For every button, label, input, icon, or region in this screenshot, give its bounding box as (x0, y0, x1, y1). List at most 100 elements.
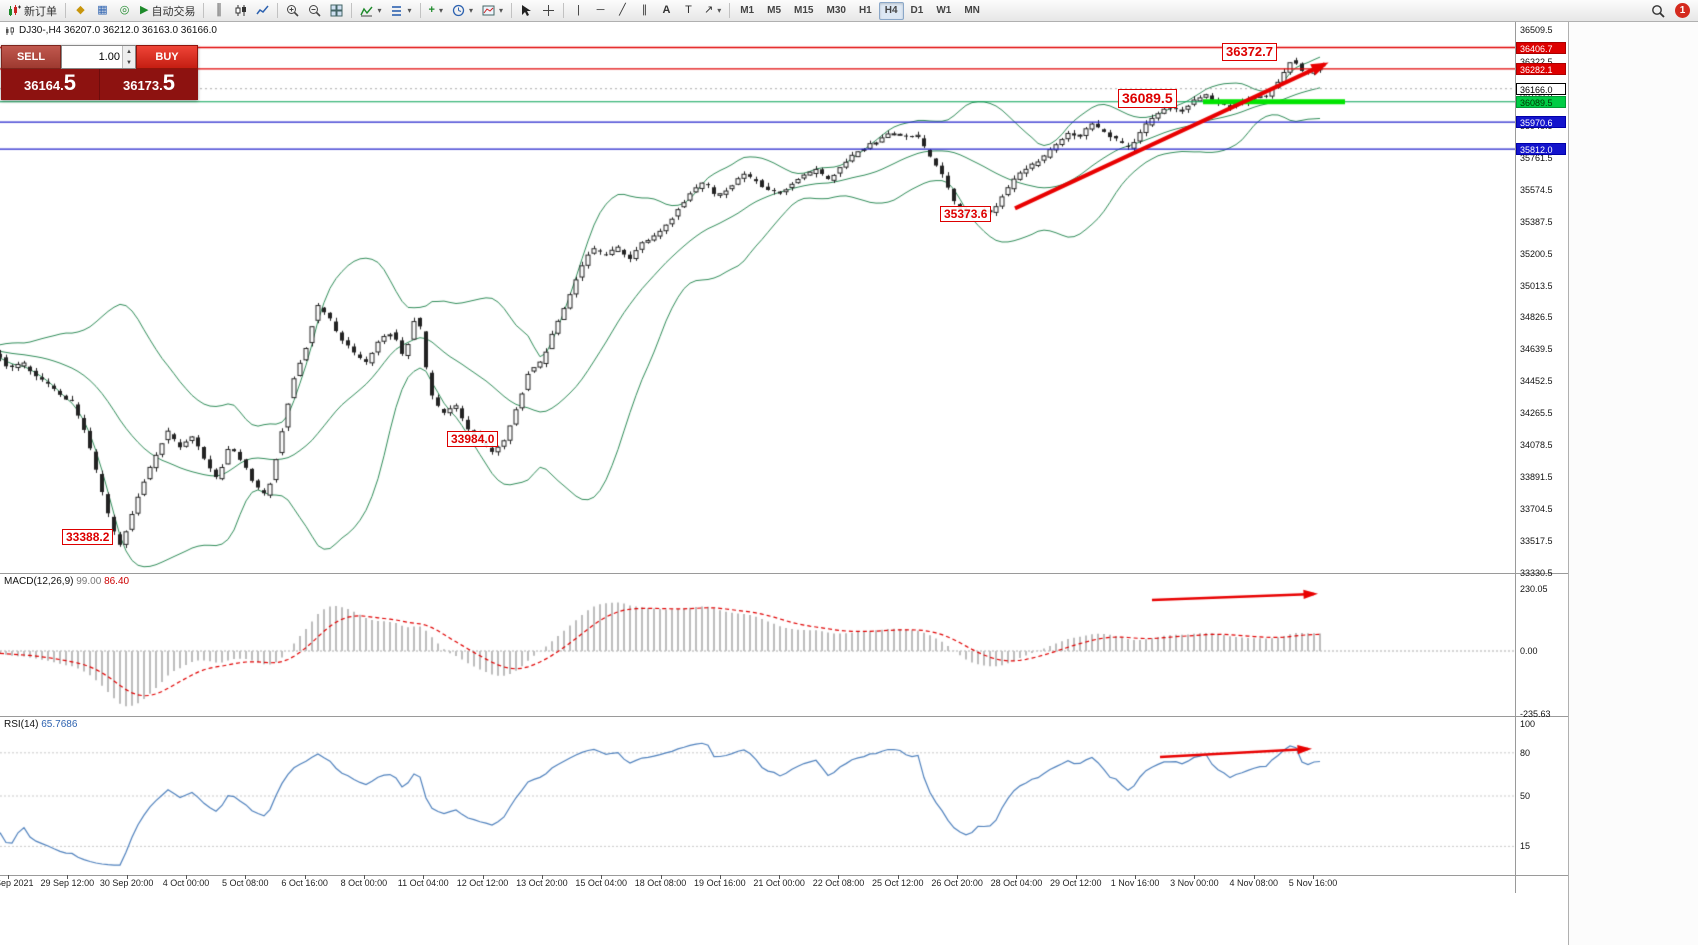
sell-button[interactable]: SELL (1, 45, 61, 69)
time-axis-label: 13 Oct 20:00 (516, 878, 568, 888)
rsi-scale-label: 50 (1520, 791, 1531, 801)
caret-icon: ▾ (377, 6, 382, 15)
timeframe-m30-button[interactable]: M30 (826, 5, 846, 16)
time-axis-label: 19 Oct 16:00 (694, 878, 746, 888)
chart-title-text: DJ30-,H4 36207.0 36212.0 36163.0 36166.0 (19, 25, 217, 36)
time-axis-label: 8 Oct 00:00 (340, 878, 388, 888)
new-order-button[interactable]: 新订单 (4, 1, 61, 20)
search-button[interactable] (1647, 1, 1669, 20)
chart-candles-button[interactable] (230, 1, 251, 20)
ask-price[interactable]: 36173. 5 (100, 69, 198, 100)
period-clock-button[interactable]: ▾ (448, 1, 477, 20)
time-axis-label: 15 Oct 04:00 (575, 878, 627, 888)
toolbar-right: 1 (1647, 1, 1694, 20)
timeframe-h4-button[interactable]: H4 (878, 1, 904, 20)
navigator-button[interactable]: ◎ (114, 1, 135, 20)
rsi-scale-label: 15 (1520, 841, 1531, 851)
time-axis-label: 29 Oct 12:00 (1049, 878, 1102, 888)
indicators-icon (360, 6, 374, 17)
separator (729, 3, 731, 18)
time-axis-tick (126, 875, 128, 879)
price-axis-tick: 34078.5 (1520, 440, 1553, 451)
time-axis-label: 21 Oct 00:00 (753, 878, 805, 888)
data-window-button[interactable]: ▦ (92, 1, 113, 20)
rsi-panel-separator[interactable] (0, 716, 1568, 717)
macd-scale-label: 230.05 (1520, 584, 1548, 594)
candles-chart-icon (235, 5, 246, 16)
separator (65, 3, 66, 18)
timeframe-mn-button[interactable]: MN (964, 5, 980, 16)
time-axis-label: 5 Oct 08:00 (222, 878, 269, 888)
volume-box: ▲ ▼ (61, 45, 136, 69)
time-axis-label: 18 Oct 08:00 (634, 878, 687, 888)
price-level-label: 36089.5 (1516, 95, 1566, 108)
time-axis-label: 30 Sep 20:00 (99, 878, 154, 888)
autotrade-button[interactable]: ▶ 自动交易 (136, 1, 199, 20)
bid-price[interactable]: 36164. 5 (1, 69, 99, 100)
trendline-tool-button[interactable]: ╱ (612, 1, 633, 20)
chart-window-icon (6, 26, 14, 35)
chart-price-annotation: 36372.7 (1222, 43, 1277, 61)
price-level-label: 36166.0 (1516, 82, 1566, 95)
new-order-icon (9, 5, 21, 16)
time-axis-label: 26 Oct 20:00 (931, 878, 983, 888)
time-axis-tick (1253, 875, 1255, 879)
time-axis-tick (601, 875, 603, 879)
rsi-panel-canvas[interactable] (0, 716, 1515, 875)
add-object-button[interactable]: + ▾ (425, 1, 447, 20)
cursor-button[interactable] (516, 1, 537, 20)
macd-scale-label: -235.63 (1520, 709, 1551, 719)
market-watch-button[interactable]: ◆ (70, 1, 91, 20)
price-chart-canvas[interactable] (0, 22, 1515, 573)
toolbar: 新订单 ◆ ▦ ◎ ▶ 自动交易 ║ (0, 0, 1698, 22)
zoom-in-button[interactable] (282, 1, 303, 20)
clock-icon (452, 4, 465, 17)
ask-price-small: 36173. (122, 78, 163, 93)
text-tool-icon: A (662, 4, 671, 16)
rsi-value: 65.7686 (41, 719, 78, 730)
arrow-tool-icon: ↗ (703, 4, 714, 16)
time-axis-tick (1194, 875, 1196, 879)
separator (203, 3, 205, 18)
rsi-scale-label: 80 (1520, 748, 1531, 758)
zoom-out-button[interactable] (304, 1, 325, 20)
volume-down-button[interactable]: ▼ (123, 57, 135, 68)
timeframe-h1-button[interactable]: H1 (858, 5, 872, 16)
channel-tool-button[interactable]: ∥ (634, 1, 655, 20)
template-button[interactable]: ▾ (478, 1, 507, 20)
macd-panel-canvas[interactable] (0, 573, 1515, 716)
one-click-trading-panel: SELL ▲ ▼ BUY 36164. 5 36173. 5 (1, 45, 198, 100)
time-axis-tick (660, 875, 662, 879)
label-tool-button[interactable]: T (678, 1, 699, 20)
indicators-button[interactable]: ▾ (356, 1, 385, 20)
separator (277, 3, 279, 18)
time-axis-tick (482, 875, 484, 879)
vline-tool-button[interactable]: | (568, 1, 589, 20)
buy-button[interactable]: BUY (136, 45, 198, 69)
timeframe-m1-button[interactable]: M1 (740, 5, 755, 16)
separator (351, 3, 353, 18)
tile-windows-button[interactable] (326, 1, 347, 20)
text-tool-button[interactable]: A (656, 1, 677, 20)
macd-panel-separator[interactable] (0, 573, 1568, 574)
notification-badge[interactable]: 1 (1675, 3, 1690, 18)
volume-up-button[interactable]: ▲ (123, 46, 135, 57)
right-empty-pane (1568, 22, 1698, 945)
timeframe-d1-button[interactable]: D1 (910, 5, 924, 16)
chart-line-button[interactable] (252, 1, 273, 20)
crosshair-icon (542, 5, 554, 16)
price-axis-tick: 35387.5 (1520, 216, 1553, 227)
arrows-tool-button[interactable]: ↗ ▾ (700, 1, 725, 20)
indicator-list-button[interactable]: ▾ (386, 1, 415, 20)
volume-input[interactable] (62, 46, 122, 68)
chart-bars-button[interactable]: ║ (208, 1, 229, 20)
price-axis-tick: 35761.5 (1520, 152, 1553, 163)
timeframe-m5-button[interactable]: M5 (767, 5, 782, 16)
chart-price-annotation: 36089.5 (1118, 89, 1177, 108)
time-axis-tick (779, 875, 781, 879)
crosshair-button[interactable] (538, 1, 559, 20)
timeframe-m15-button[interactable]: M15 (794, 5, 814, 16)
timeframe-w1-button[interactable]: W1 (936, 5, 952, 16)
hline-tool-button[interactable]: ─ (590, 1, 611, 20)
